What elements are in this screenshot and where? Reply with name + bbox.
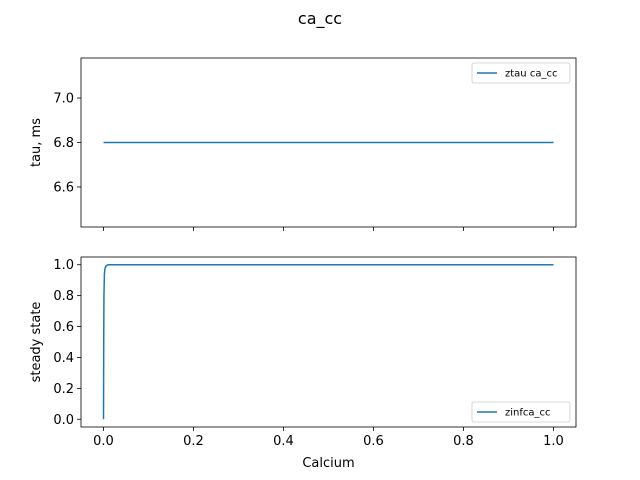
figure-title: ca_cc: [298, 9, 342, 29]
y-axis-label: steady state: [29, 302, 44, 383]
legend: ztau ca_cc: [471, 62, 571, 84]
y-tick-label: 1.0: [53, 258, 74, 273]
x-tick-label: 1.0: [543, 434, 564, 449]
y-tick-label: 0.2: [53, 382, 74, 397]
plot-area-frame: [80, 256, 577, 428]
legend-label: ztau ca_cc: [505, 69, 557, 80]
legend-box: [471, 62, 571, 84]
x-tick-label: 0.8: [453, 434, 474, 449]
y-tick-label: 7.0: [53, 92, 74, 107]
x-tick-label: 0.0: [93, 434, 114, 449]
x-axis-label: Calcium: [302, 456, 354, 471]
y-tick-label: 0.4: [53, 351, 74, 366]
y-tick-label: 6.8: [53, 136, 74, 151]
top-subplot: 6.6 6.8 7.0 tau, ms ztau ca_cc: [29, 57, 577, 231]
legend-label: zinfca_cc: [505, 408, 551, 419]
y-tick-label: 6.6: [53, 180, 74, 195]
legend-box: [471, 401, 571, 423]
bottom-subplot: 0.0 0.2 0.4 0.6 0.8 1.0 0.0 0.2 0.4 0.6 0.8 1.0 stea…: [29, 256, 577, 471]
y-tick-label: 0.6: [53, 320, 74, 335]
y-tick-label: 0.8: [53, 289, 74, 304]
x-tick-label: 0.2: [183, 434, 204, 449]
x-tick-label: 0.4: [273, 434, 294, 449]
series-line: [102, 263, 554, 420]
y-tick-label: 0.0: [53, 413, 74, 428]
x-tick-label: 0.6: [363, 434, 384, 449]
legend: zinfca_cc: [471, 401, 571, 423]
y-axis-label: tau, ms: [29, 118, 44, 167]
